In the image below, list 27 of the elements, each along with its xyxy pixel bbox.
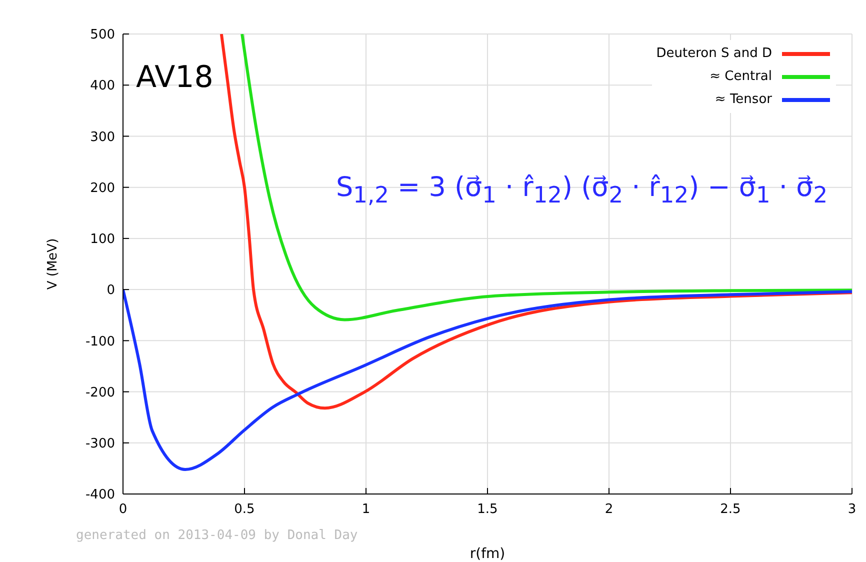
x-tick-label: 2 xyxy=(604,502,614,518)
y-tick-label: -200 xyxy=(85,385,115,400)
y-tick-label: -100 xyxy=(85,334,115,350)
y-tick-label: 400 xyxy=(90,78,115,94)
x-tick-label: 2.5 xyxy=(720,502,741,518)
x-tick-label: 0.5 xyxy=(234,502,255,518)
line-series xyxy=(240,34,852,322)
y-tick-label: 500 xyxy=(90,28,115,43)
x-tick-label: 0 xyxy=(118,502,128,518)
line-series xyxy=(123,288,852,471)
y-tick-label: 200 xyxy=(90,180,115,196)
legend-label: Deuteron S and D xyxy=(656,46,772,61)
y-tick-label: 300 xyxy=(90,130,115,145)
text: S$_{1,2}$ = 3 (σ⃗$_{1}$ · r̂$_{12}$) (σ⃗$_{2}$ · r̂$_{12}$) − σ⃗$_{1}$ · σ⃗$_{2}$ xyxy=(336,172,828,208)
text: generated on 2013-04-09 by Donal Day xyxy=(76,528,358,543)
y-tick-label: -400 xyxy=(85,488,115,503)
legend-label: ≈ Tensor xyxy=(714,92,772,107)
x-tick-label: 1 xyxy=(362,502,370,518)
y-tick-label: -300 xyxy=(85,436,115,452)
y-tick-label: 0 xyxy=(106,283,115,298)
y-tick-label: 100 xyxy=(90,232,115,248)
legend-label: ≈ Central xyxy=(710,69,772,84)
x-tick-label: 3 xyxy=(848,502,856,518)
x-axis-title: r(fm) xyxy=(470,546,506,562)
x-tick-label: 1.5 xyxy=(477,502,498,518)
annotation: AV18 xyxy=(136,60,214,95)
y-axis-title: V (MeV) xyxy=(46,238,61,290)
